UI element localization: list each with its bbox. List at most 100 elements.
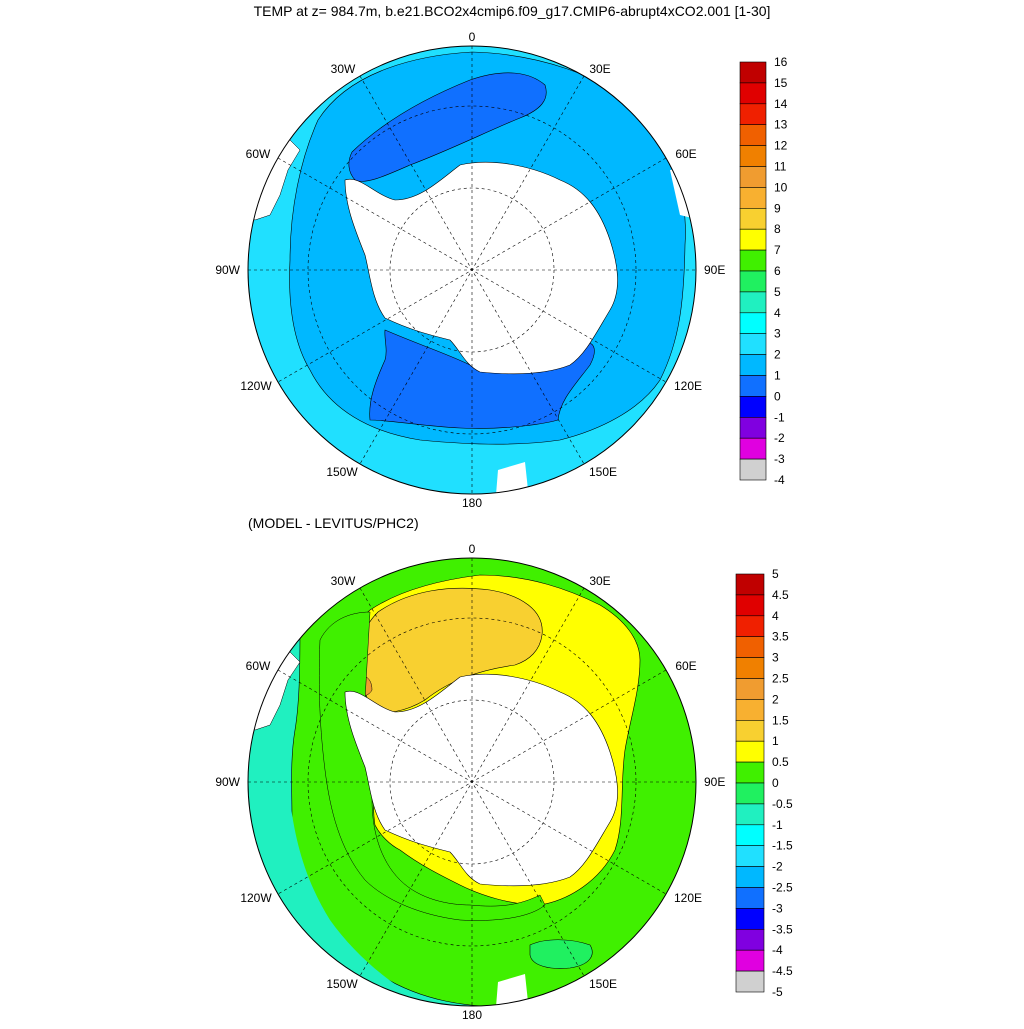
- bottom-colorbar-label: 3.5: [772, 630, 789, 644]
- bottom-label-30e: 30E: [589, 574, 610, 588]
- top-colorbar-label: 16: [774, 55, 788, 69]
- bottom-cyan-patch: [529, 939, 593, 969]
- bottom-colorbar-swatch: [735, 761, 765, 784]
- bottom-colorbar-swatch: [735, 782, 765, 805]
- bottom-colorbar-swatch: [735, 719, 765, 742]
- top-colorbar-label: -3: [774, 452, 785, 466]
- bottom-colorbar-swatch: [735, 740, 765, 763]
- top-colorbar-label: 8: [774, 222, 781, 236]
- bottom-colorbar-label: 4: [772, 609, 779, 623]
- bottom-label-150e: 150E: [589, 977, 617, 991]
- bottom-colorbar-label: 1.5: [772, 713, 789, 727]
- bottom-label-180: 180: [462, 1008, 482, 1022]
- top-colorbar-swatch: [739, 145, 767, 167]
- bottom-label-60w: 60W: [246, 659, 271, 673]
- bottom-colorbar-swatch: [735, 678, 765, 700]
- top-colorbar-swatch: [739, 312, 767, 334]
- top-colorbar-label: 6: [774, 264, 781, 278]
- top-colorbar-label: 14: [774, 97, 788, 111]
- top-colorbar-label: 9: [774, 201, 781, 215]
- top-label-90w: 90W: [215, 263, 240, 277]
- top-colorbar-label: 1: [774, 369, 781, 383]
- bottom-colorbar-swatch: [735, 928, 765, 951]
- bottom-colorbar-swatch: [735, 970, 765, 993]
- top-label-0: 0: [469, 30, 476, 44]
- bottom-label-150w: 150W: [326, 977, 358, 991]
- bottom-colorbar-swatch: [735, 908, 765, 930]
- plot-title: TEMP at z= 984.7m, b.e21.BCO2x4cmip6.f09…: [254, 3, 771, 19]
- bottom-antarctica-land: [344, 673, 618, 887]
- bottom-colorbar-label: -4: [772, 943, 783, 957]
- bottom-colorbar-label: -3.5: [772, 922, 793, 936]
- bottom-colorbar-swatch: [735, 573, 765, 596]
- bottom-colorbar-label: -2: [772, 860, 783, 874]
- top-colorbar-label: 4: [774, 306, 781, 320]
- top-colorbar-label: -1: [774, 410, 785, 424]
- top-colorbar-swatch: [739, 208, 767, 230]
- bottom-colorbar-swatch: [735, 657, 765, 679]
- bottom-colorbar-label: -3: [772, 901, 783, 915]
- top-colorbar-swatch: [739, 103, 767, 126]
- top-label-30e: 30E: [589, 62, 610, 76]
- top-colorbar-label: 5: [774, 285, 781, 299]
- bottom-colorbar-label: 2.5: [772, 672, 789, 686]
- bottom-colorbar-label: -5: [772, 985, 783, 999]
- top-colorbar-swatch: [739, 458, 767, 481]
- bottom-label-90w: 90W: [215, 775, 240, 789]
- top-label-150w: 150W: [326, 465, 358, 479]
- bottom-colorbar-swatch: [735, 866, 765, 888]
- difference-subtitle: (MODEL - LEVITUS/PHC2): [248, 515, 419, 531]
- top-antarctica-land: [344, 161, 618, 375]
- bottom-colorbar-swatch: [735, 803, 765, 826]
- bottom-colorbar-swatch: [735, 845, 765, 867]
- bottom-colorbar-swatch: [735, 615, 765, 637]
- bottom-colorbar-swatch: [735, 636, 765, 658]
- bottom-colorbar-label: 0: [772, 776, 779, 790]
- top-polar-map: 0 30E 60E 90E 120E 150E 180 150W 120W 90…: [215, 30, 725, 510]
- bottom-colorbar: 5 4.5 4 3.5 3 2.5 2 1.5 1 0.5 0 -0.5 -1 -1.5 -2 -2.5 -3 -…: [735, 567, 793, 999]
- bottom-label-120w: 120W: [240, 891, 272, 905]
- bottom-colorbar-label: -4.5: [772, 964, 793, 978]
- top-colorbar-label: 15: [774, 76, 788, 90]
- top-colorbar-label: 2: [774, 348, 781, 362]
- top-colorbar-swatch: [739, 61, 767, 84]
- top-label-90e: 90E: [704, 263, 725, 277]
- top-colorbar-swatch: [739, 187, 767, 209]
- top-label-150e: 150E: [589, 465, 617, 479]
- top-label-180: 180: [462, 496, 482, 510]
- bottom-colorbar-swatch: [735, 699, 765, 721]
- top-colorbar-label: 0: [774, 389, 781, 403]
- top-colorbar-swatch: [739, 375, 767, 397]
- bottom-colorbar-label: -2.5: [772, 881, 793, 895]
- top-colorbar-swatch: [739, 124, 767, 146]
- top-colorbar-swatch: [739, 416, 767, 439]
- bottom-colorbar-label: 2: [772, 692, 779, 706]
- top-colorbar-label: -4: [774, 473, 785, 487]
- bottom-label-120e: 120E: [674, 891, 702, 905]
- top-colorbar-swatch: [739, 82, 767, 105]
- top-colorbar-label: 7: [774, 243, 781, 257]
- bottom-colorbar-label: 0.5: [772, 755, 789, 769]
- top-colorbar-swatch: [739, 228, 767, 251]
- bottom-label-90e: 90E: [704, 775, 725, 789]
- top-label-30w: 30W: [331, 62, 356, 76]
- top-colorbar-label: 13: [774, 118, 788, 132]
- bottom-colorbar-label: 1: [772, 734, 779, 748]
- bottom-colorbar-swatch: [735, 594, 765, 617]
- top-colorbar-swatch: [739, 354, 767, 376]
- top-colorbar-label: 11: [774, 160, 787, 174]
- bottom-map-border: [247, 557, 697, 1007]
- bottom-colorbar-label: -1.5: [772, 839, 793, 853]
- top-colorbar-label: 12: [774, 139, 788, 153]
- bottom-colorbar-label: 3: [772, 651, 779, 665]
- top-colorbar-swatch: [739, 291, 767, 314]
- top-label-60w: 60W: [246, 147, 271, 161]
- top-colorbar-swatch: [739, 396, 767, 418]
- bottom-label-0: 0: [469, 542, 476, 556]
- top-colorbar-swatch: [739, 437, 767, 460]
- bottom-polar-map: 0 30E 60E 90E 120E 150E 180 150W 120W 90…: [215, 542, 725, 1022]
- top-colorbar-label: -2: [774, 431, 785, 445]
- bottom-colorbar-label: 5: [772, 567, 779, 581]
- top-colorbar-swatch: [739, 270, 767, 293]
